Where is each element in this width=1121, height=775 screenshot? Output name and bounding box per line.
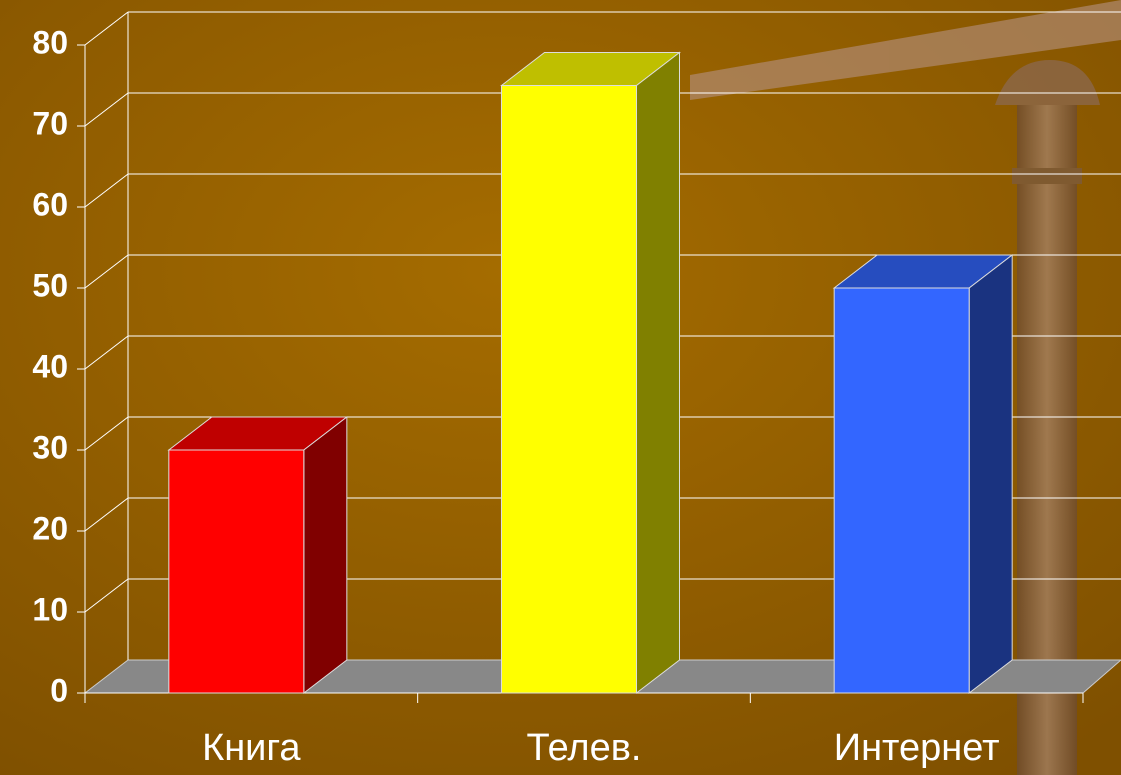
- bar-side: [969, 255, 1012, 693]
- y-tick-label: 40: [32, 348, 68, 384]
- y-tick-label: 80: [32, 24, 68, 60]
- bar: [169, 450, 304, 693]
- y-tick-label: 50: [32, 267, 68, 303]
- x-tick-label: Книга: [202, 727, 301, 769]
- bar-side: [304, 417, 347, 693]
- y-tick-label: 10: [32, 591, 68, 627]
- chart: 0 10 20 30 40 50 60 70 80 Книга Телев. Интернет: [0, 0, 1121, 775]
- y-tick-label: 20: [32, 510, 68, 546]
- y-tick-label: 0: [50, 672, 68, 708]
- y-tick-label: 60: [32, 186, 68, 222]
- y-tick-label: 70: [32, 105, 68, 141]
- y-tick-label: 30: [32, 429, 68, 465]
- bar: [834, 288, 969, 693]
- x-tick-label: Телев.: [526, 727, 641, 769]
- bar-side: [637, 53, 680, 694]
- x-tick-label: Интернет: [834, 727, 1000, 769]
- bar: [502, 86, 637, 694]
